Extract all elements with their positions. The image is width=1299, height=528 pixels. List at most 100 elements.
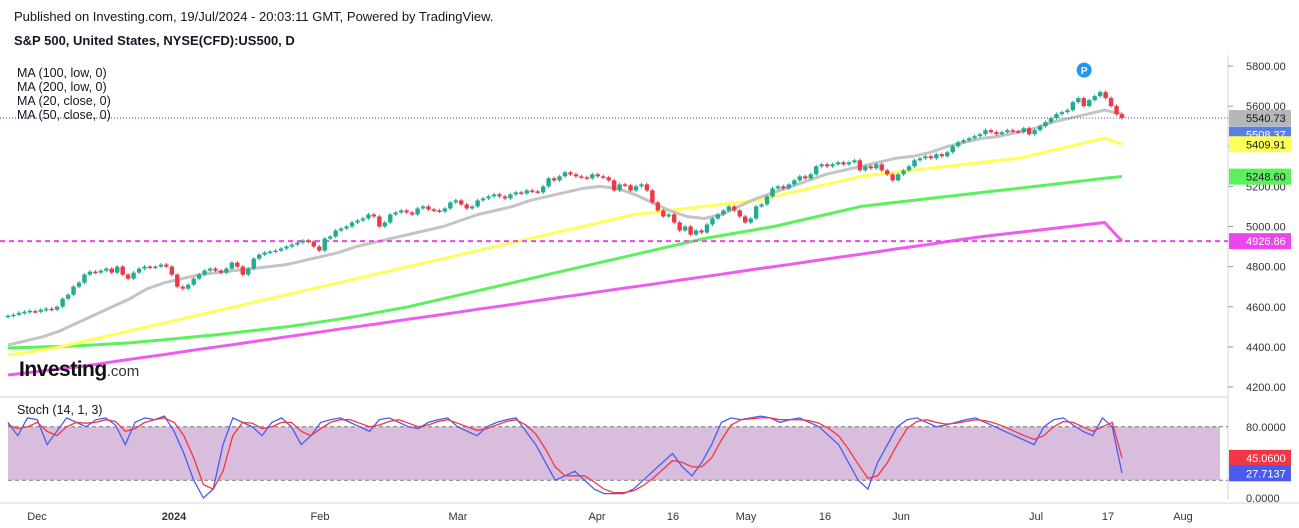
candle-body — [824, 164, 830, 167]
price-level-tag — [1229, 110, 1291, 127]
candle-body — [835, 162, 841, 165]
candle-body — [11, 314, 16, 317]
ma100-line — [7, 136, 1123, 357]
logo-brand: Investing — [19, 358, 107, 381]
stoch-tick-label: 80.0000 — [1246, 422, 1286, 434]
logo-domain: .com — [106, 363, 140, 380]
candle-body — [617, 184, 622, 191]
candle-body — [874, 164, 879, 169]
candle-body — [317, 246, 322, 251]
candle-body — [240, 266, 246, 275]
candle-body — [601, 176, 606, 178]
candle-body — [901, 170, 906, 175]
candle-body — [420, 206, 426, 209]
candle-body — [519, 192, 524, 194]
candle-body — [1103, 92, 1108, 99]
price-level-tag — [1229, 168, 1291, 185]
candle-body — [928, 156, 934, 159]
candle-body — [650, 190, 655, 203]
candle-body — [906, 166, 912, 171]
candle-body — [595, 174, 600, 177]
candle-body — [884, 170, 890, 175]
candle-body — [218, 270, 224, 273]
price-level-label: 5540.73 — [1246, 113, 1286, 125]
candle-body — [246, 268, 251, 275]
candle-body — [934, 154, 939, 159]
candle-body — [1037, 126, 1043, 131]
candle-body — [1114, 106, 1119, 115]
candle-body — [437, 210, 442, 212]
candle-body — [688, 226, 693, 235]
candle-body — [207, 268, 213, 271]
ma20-line — [7, 108, 1123, 347]
candle-body — [841, 162, 846, 165]
ma-legend: MA (100, low, 0) MA (200, low, 0) MA (20… — [17, 66, 111, 122]
candle-body — [87, 271, 93, 275]
candle-body — [371, 214, 377, 217]
candle-body — [38, 309, 43, 312]
time-tick-label: Dec — [27, 511, 47, 523]
candle-body — [661, 210, 666, 217]
candle-body — [33, 311, 38, 313]
candle-body — [98, 270, 104, 273]
candle-body — [1087, 100, 1092, 107]
symbol-title: S&P 500, United States, NYSE(CFD):US500,… — [14, 33, 295, 48]
candle-body — [633, 186, 639, 191]
candle-body — [1097, 92, 1103, 97]
candle-body — [923, 156, 928, 159]
candle-body — [1054, 114, 1059, 119]
candle-body — [606, 177, 611, 181]
candle-body — [44, 308, 49, 311]
candle-body — [1005, 130, 1010, 133]
candle-body — [202, 270, 207, 275]
candle-body — [82, 274, 87, 283]
candle-body — [125, 274, 131, 279]
candle-body — [764, 196, 770, 205]
candle-body — [142, 266, 147, 269]
candle-body — [530, 190, 535, 192]
candle-body — [1021, 128, 1026, 133]
candle-body — [360, 218, 366, 221]
candle-body — [939, 154, 944, 157]
candle-body — [5, 315, 11, 318]
candle-body — [1043, 122, 1048, 127]
candle-body — [469, 206, 475, 209]
candle-body — [792, 180, 797, 185]
candle-body — [562, 172, 568, 177]
candle-body — [895, 174, 901, 181]
candle-body — [393, 212, 398, 215]
candle-body — [322, 238, 327, 251]
stoch-level-label: 45.0600 — [1246, 453, 1286, 465]
time-tick-label: 17 — [1102, 511, 1114, 523]
price-level-label: 4926.86 — [1246, 236, 1286, 248]
candle-body — [295, 242, 300, 245]
candle-body — [622, 184, 628, 186]
candle-body — [721, 210, 726, 215]
candle-body — [235, 262, 240, 267]
time-tick-label: 2024 — [162, 511, 187, 523]
candle-body — [830, 164, 835, 167]
candle-body — [398, 210, 404, 213]
candle-body — [486, 196, 491, 199]
candle-body — [120, 266, 125, 275]
candle-body — [693, 230, 699, 235]
ma50-line — [7, 221, 1124, 377]
candle-body — [655, 202, 661, 211]
ma-legend-item: MA (200, low, 0) — [17, 80, 107, 94]
candle-body — [557, 176, 562, 181]
candle-body — [229, 262, 235, 269]
candle-body — [175, 274, 180, 287]
candle-body — [349, 222, 355, 227]
candle-body — [813, 166, 819, 175]
candle-body — [868, 166, 874, 169]
candle-body — [743, 216, 748, 223]
time-tick-label: May — [736, 511, 757, 523]
candle-body — [977, 134, 983, 137]
candle-body — [961, 140, 966, 143]
candle-body — [409, 212, 415, 215]
candle-body — [988, 130, 994, 133]
candle-body — [546, 178, 551, 187]
candle-body — [1065, 110, 1070, 113]
candle-body — [311, 241, 317, 247]
